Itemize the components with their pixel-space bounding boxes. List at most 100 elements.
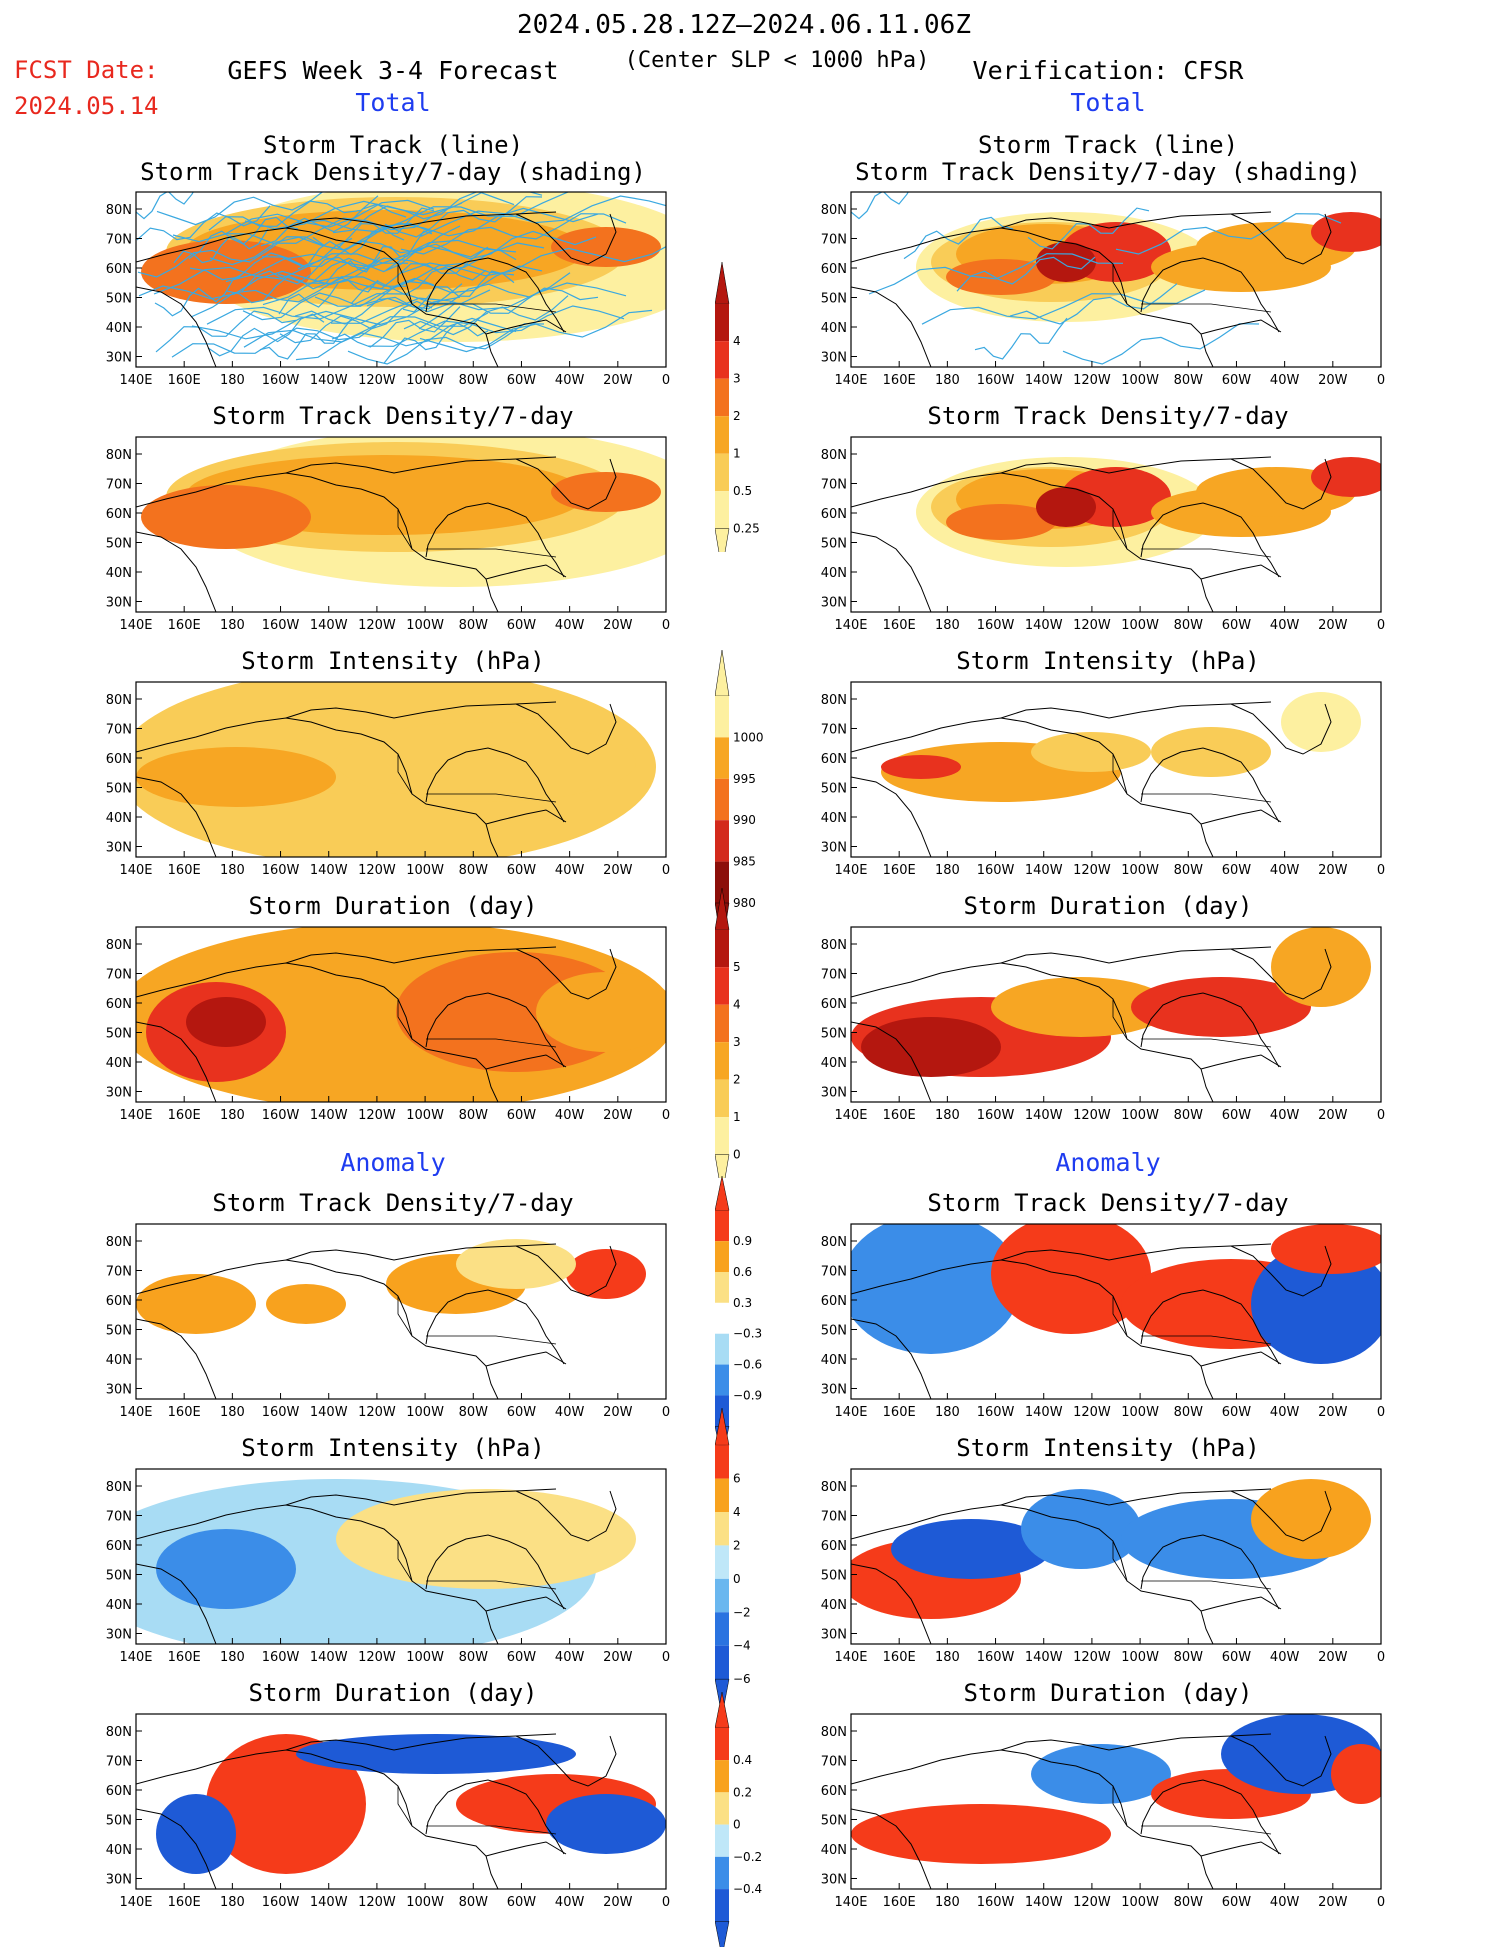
gefs-intensity-anom-map-field	[136, 1479, 636, 1644]
colorbar-duration_anom-label-4: −0.4	[733, 1882, 762, 1896]
cfsr-track-total-map-lon-0: 0	[1377, 373, 1385, 388]
cfsr-duration-anom-map-lon-100W: 100W	[1121, 1895, 1159, 1910]
gefs-track-total-map-track-17	[136, 205, 271, 241]
cfsr-duration-total-map-region-1	[861, 1017, 1001, 1077]
gefs-intensity-total-map-lon-120W: 120W	[358, 863, 396, 878]
cfsr-duration-anom-map: 80N 70N 60N 50N 40N 30N 140E 160E 180 160W 140W 120…	[813, 1713, 1385, 1915]
gefs-track-total-map-track-43	[314, 265, 543, 307]
gefs-density-total-map-lon-160W: 160W	[262, 618, 300, 633]
gefs-duration-total-map-lon-80W: 80W	[459, 1108, 489, 1123]
cfsr-intensity-total-map: 80N 70N 60N 50N 40N 30N 140E 160E 180 160W 140W 120…	[813, 681, 1385, 883]
colorbar-density_anom-label-3: −0.3	[733, 1327, 762, 1341]
cfsr-density-total-map-lon-180: 180	[935, 618, 960, 633]
gefs-track-total-map-track-42	[261, 225, 461, 267]
cfsr-duration-total-map-lon-100W: 100W	[1121, 1108, 1159, 1123]
cfsr-track-total-map-lat-80N: 80N	[821, 203, 847, 218]
cfsr-track-total-map-track-1	[903, 216, 1014, 260]
gefs-track-total-map-track-25	[260, 203, 407, 247]
cfsr-intensity-total-map-lon-100W: 100W	[1121, 863, 1159, 878]
colorbar-intensity_anom-label-3: 0	[733, 1572, 741, 1586]
cfsr-density-total-map-lat-30N: 30N	[821, 596, 847, 611]
gefs-track-total-map-lon-40W: 40W	[555, 373, 585, 388]
cfsr-duration-anom-map-lat-30N: 30N	[821, 1873, 847, 1888]
gefs-density-anom-map-lon-40W: 40W	[555, 1405, 585, 1420]
colorbar-density_total: 4 3 2 1 0.5 0.25	[714, 261, 795, 571]
cfsr-intensity-total-map-lat-80N: 80N	[821, 693, 847, 708]
cfsr-intensity-total-map-lat-70N: 70N	[821, 723, 847, 738]
gefs-track-total-map-coast-2	[285, 211, 557, 229]
cfsr-intensity-anom-map-lon-140E: 140E	[834, 1650, 867, 1665]
gefs-density-total-map-lon-40W: 40W	[555, 618, 585, 633]
gefs-track-total-map-track-54	[297, 226, 405, 270]
cfsr-density-anom-map-lon-120W: 120W	[1073, 1405, 1111, 1420]
gefs-track-total-map-track-33	[384, 196, 543, 238]
cfsr-track-total-map-track-2	[956, 256, 1096, 292]
cfsr-duration-anom-map-region-1	[1031, 1744, 1171, 1804]
gefs-density-total-map-coast-5	[485, 564, 567, 580]
gefs-duration-total-map-svg: 80N 70N 60N 50N 40N 30N 140E 160E 180 160W 140W 120…	[106, 926, 670, 1123]
cfsr-duration-total-map-coast-1	[851, 1021, 932, 1102]
cfsr-intensity-total-map-coast-3	[1140, 747, 1280, 823]
gefs-intensity-anom-map-coast-4	[515, 1490, 617, 1542]
cfsr-track-total-map-coast-2	[1000, 211, 1272, 229]
cfsr-intensity-anom-map-region-4	[1251, 1479, 1371, 1559]
cfsr-density-anom-map-coast-5	[1200, 1351, 1282, 1367]
colorbar-density_total-seg-3	[715, 416, 729, 454]
gefs-density-anom-map-lon-180: 180	[220, 1405, 245, 1420]
gefs-density-total-map-lon-80W: 80W	[459, 618, 489, 633]
cfsr-density-anom-map-field	[851, 1224, 1381, 1399]
gefs-intensity-anom-map-lat-40N: 40N	[106, 1598, 132, 1613]
cfsr-intensity-anom-map-coast-5	[1200, 1596, 1282, 1612]
cfsr-track-total-map-coast-5	[1200, 319, 1282, 335]
gefs-duration-anom-map-borders	[397, 1786, 557, 1835]
cfsr-density-anom-map-lat-80N: 80N	[821, 1235, 847, 1250]
cfsr-track-total-map-lat-50N: 50N	[821, 292, 847, 307]
title-anom-density-right: Storm Track Density/7-day	[927, 1189, 1289, 1217]
cfsr-density-total-map-coast-5	[1200, 564, 1282, 580]
colorbar-intensity_total-label-2: 990	[733, 813, 756, 827]
colorbar-intensity_anom-label-4: −2	[733, 1605, 751, 1619]
gefs-intensity-anom-map-svg: 80N 70N 60N 50N 40N 30N 140E 160E 180 160W 140W 120…	[106, 1468, 670, 1665]
gefs-intensity-total-map-lon-100W: 100W	[406, 863, 444, 878]
cfsr-duration-anom-map-lon-40W: 40W	[1270, 1895, 1300, 1910]
cfsr-track-total-map-tracks	[851, 192, 1342, 365]
cfsr-track-total-map-lon-140E: 140E	[834, 373, 867, 388]
cfsr-track-total-map-field	[851, 192, 1381, 367]
cfsr-duration-anom-map-lat-40N: 40N	[821, 1843, 847, 1858]
gefs-track-total-map-track-55	[350, 266, 487, 305]
gefs-duration-total-map-coast-3	[425, 992, 565, 1068]
cfsr-density-anom-map-lon-20W: 20W	[1318, 1405, 1348, 1420]
cfsr-density-anom-map-coast-3	[1140, 1289, 1280, 1365]
title-intensity-left: Storm Intensity (hPa)	[241, 647, 545, 675]
gefs-density-anom-map-frame	[135, 1223, 667, 1400]
gefs-track-total-map-track-45	[420, 195, 666, 237]
gefs-density-anom-map-coast-5	[485, 1351, 567, 1367]
gefs-density-anom-map-lon-100W: 100W	[406, 1405, 444, 1420]
cfsr-duration-total-map-lon-160E: 160E	[883, 1108, 916, 1123]
cfsr-duration-total-map-lat-40N: 40N	[821, 1056, 847, 1071]
cfsr-intensity-total-map-lon-120W: 120W	[1073, 863, 1111, 878]
cfsr-density-total-map-lon-120W: 120W	[1073, 618, 1111, 633]
gefs-duration-anom-map-svg: 80N 70N 60N 50N 40N 30N 140E 160E 180 160W 140W 120…	[106, 1713, 670, 1910]
gefs-duration-anom-map-lon-180: 180	[220, 1895, 245, 1910]
gefs-duration-total-map-lat-80N: 80N	[106, 938, 132, 953]
cfsr-duration-total-map-lat-50N: 50N	[821, 1027, 847, 1042]
gefs-duration-anom-map-coast-1	[136, 1808, 217, 1889]
gefs-intensity-anom-map-lat-50N: 50N	[106, 1569, 132, 1584]
gefs-intensity-total-map-lon-160E: 160E	[168, 863, 201, 878]
gefs-intensity-anom-map-coast-5	[485, 1596, 567, 1612]
gefs-duration-anom-map-lon-100W: 100W	[406, 1895, 444, 1910]
cfsr-duration-total-map-lon-140W: 140W	[1025, 1108, 1063, 1123]
colorbar-intensity_anom-seg-0	[715, 1445, 729, 1479]
cfsr-duration-anom-map-coast-1	[851, 1808, 932, 1889]
gefs-track-total-map-track-31	[278, 279, 379, 315]
gefs-density-anom-map-coast-1	[136, 1318, 217, 1399]
cfsr-density-total-map-field	[851, 456, 1381, 612]
gefs-intensity-anom-map-frame	[135, 1468, 667, 1645]
gefs-intensity-total-map-lat-70N: 70N	[106, 723, 132, 738]
gefs-track-total-map-lon-80W: 80W	[459, 373, 489, 388]
gefs-intensity-anom-map: 80N 70N 60N 50N 40N 30N 140E 160E 180 160W 140W 120…	[98, 1468, 670, 1670]
gefs-intensity-total-map-lon-180: 180	[220, 863, 245, 878]
gefs-density-anom-map-lon-20W: 20W	[603, 1405, 633, 1420]
colorbar-intensity_anom-seg-2	[715, 1512, 729, 1546]
